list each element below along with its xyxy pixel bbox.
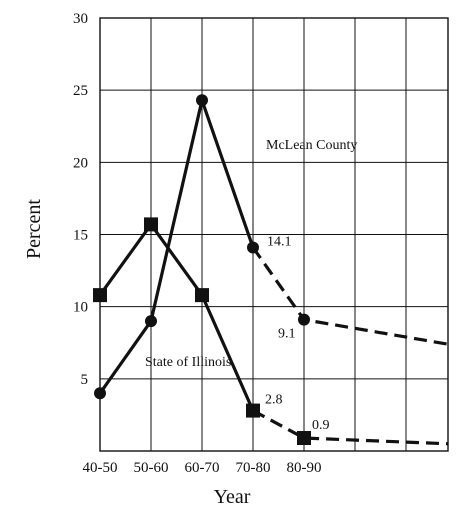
x-tick-label: 80-90 [287, 460, 322, 476]
series-line-solid [98, 222, 255, 412]
x-tick-label: 70-80 [236, 460, 271, 476]
x-axis-title: Year [214, 486, 251, 508]
data-value-label: 14.1 [267, 234, 292, 249]
y-tick-label: 25 [73, 83, 88, 99]
data-point-square [144, 217, 158, 232]
series-line-solid [98, 98, 255, 395]
data-point-square [195, 288, 209, 303]
data-point-square [93, 288, 107, 303]
grid [99, 17, 449, 452]
data-point-circle [196, 94, 208, 107]
series-name-state-of-illinois: State of Illinois [145, 355, 231, 370]
series-name-mclean-county: McLean County [266, 138, 357, 153]
data-labels-layer: 14.1 9.1 2.8 0.9 [265, 234, 330, 433]
data-point-circle [298, 313, 310, 326]
x-axis-ticks: 40-50 50-60 60-70 70-80 80-90 [83, 460, 322, 476]
y-tick-label: 15 [73, 228, 88, 244]
y-tick-label: 30 [73, 11, 88, 27]
data-value-label: 9.1 [278, 327, 296, 342]
y-tick-label: 20 [73, 155, 88, 171]
data-value-label: 0.9 [312, 418, 330, 433]
data-point-circle [145, 315, 157, 328]
data-point-circle [94, 387, 106, 400]
data-point-circle [247, 241, 259, 254]
series-layer [93, 94, 449, 446]
y-axis-ticks: 5 10 15 20 25 30 [73, 11, 88, 388]
data-point-square [246, 403, 260, 418]
data-point-square [297, 431, 311, 446]
x-tick-label: 40-50 [83, 460, 118, 476]
series-line-dashed [252, 409, 449, 446]
data-value-label: 2.8 [265, 393, 283, 408]
y-tick-label: 10 [73, 300, 88, 316]
y-tick-label: 5 [81, 372, 89, 388]
x-tick-label: 50-60 [134, 460, 169, 476]
x-tick-label: 60-70 [185, 460, 220, 476]
y-axis-title: Percent [23, 199, 45, 259]
